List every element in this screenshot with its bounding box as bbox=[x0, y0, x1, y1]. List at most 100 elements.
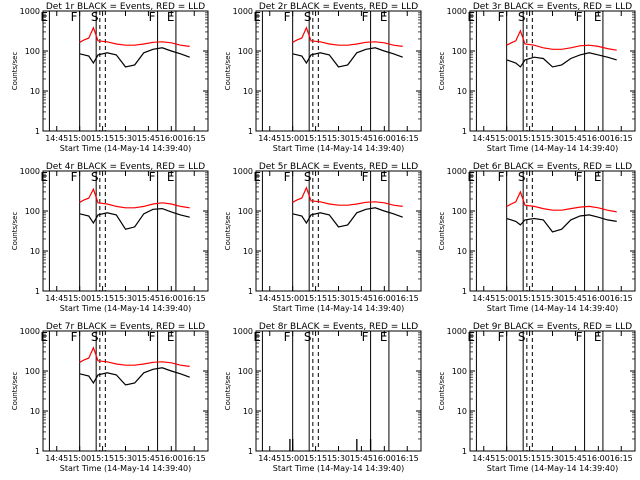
marker-label: F bbox=[498, 10, 505, 24]
y-tick-label: 10 bbox=[457, 247, 467, 256]
x-tick-label: 14:45 bbox=[258, 134, 281, 143]
x-axis-label: Start Time (14-May-14 14:39:40) bbox=[487, 464, 618, 473]
y-axis-label: Counts/sec bbox=[11, 212, 19, 251]
series-lld-line bbox=[506, 190, 617, 213]
plot-frame bbox=[255, 330, 422, 452]
x-tick-label: 14:45 bbox=[45, 294, 68, 303]
x-tick-label: 15:45 bbox=[137, 134, 160, 143]
marker-label: F bbox=[71, 10, 78, 24]
plot-frame bbox=[469, 330, 636, 452]
x-tick-label: 15:15 bbox=[304, 294, 327, 303]
x-tick-label: 14:45 bbox=[472, 454, 495, 463]
marker-label: E bbox=[380, 330, 388, 344]
y-tick-label: 100 bbox=[238, 207, 253, 216]
x-tick-label: 16:15 bbox=[610, 134, 633, 143]
marker-label: F bbox=[149, 170, 156, 184]
x-tick-label: 16:00 bbox=[160, 134, 183, 143]
panel-det-4: Det 4r BLACK = Events, RED = LLD 1 10 100 10… bbox=[11, 162, 209, 313]
x-tick-label: 16:15 bbox=[396, 454, 419, 463]
x-tick-label: 15:00 bbox=[281, 294, 304, 303]
marker-label: E bbox=[167, 330, 175, 344]
marker-label: E bbox=[594, 330, 602, 344]
marker-label: E bbox=[253, 10, 261, 24]
panel-title: Det 4r BLACK = Events, RED = LLD bbox=[46, 162, 205, 172]
x-tick-label: 15:45 bbox=[350, 134, 373, 143]
x-tick-label: 16:15 bbox=[396, 294, 419, 303]
y-tick-label: 1000 bbox=[447, 327, 467, 336]
marker-label: S bbox=[91, 10, 99, 24]
marker-label: E bbox=[380, 170, 388, 184]
x-tick-label: 15:15 bbox=[91, 294, 114, 303]
x-tick-label: 15:45 bbox=[137, 454, 160, 463]
x-tick-label: 15:30 bbox=[327, 294, 350, 303]
y-tick-label: 1000 bbox=[20, 167, 40, 176]
x-tick-label: 16:15 bbox=[610, 454, 633, 463]
x-tick-label: 15:45 bbox=[564, 294, 587, 303]
series-events-line bbox=[292, 47, 403, 68]
y-tick-label: 1000 bbox=[447, 7, 467, 16]
y-tick-label: 100 bbox=[452, 367, 467, 376]
x-tick-label: 15:15 bbox=[91, 134, 114, 143]
panel-title: Det 5r BLACK = Events, RED = LLD bbox=[259, 162, 418, 172]
x-tick-label: 14:45 bbox=[472, 134, 495, 143]
y-tick-label: 1 bbox=[248, 127, 253, 136]
x-tick-label: 15:30 bbox=[327, 134, 350, 143]
panel-title: Det 8r BLACK = Events, RED = LLD bbox=[259, 322, 418, 332]
x-tick-label: 16:15 bbox=[610, 294, 633, 303]
series-lld-line bbox=[79, 26, 190, 47]
plot-frame bbox=[255, 10, 422, 132]
y-tick-label: 10 bbox=[30, 87, 40, 96]
x-tick-label: 16:00 bbox=[587, 134, 610, 143]
marker-label: F bbox=[149, 330, 156, 344]
y-tick-label: 1 bbox=[35, 127, 40, 136]
y-tick-label: 10 bbox=[30, 407, 40, 416]
y-tick-label: 1000 bbox=[447, 167, 467, 176]
y-tick-label: 100 bbox=[452, 207, 467, 216]
marker-label: S bbox=[91, 330, 99, 344]
x-tick-label: 15:30 bbox=[541, 454, 564, 463]
y-axis-label: Counts/sec bbox=[438, 52, 446, 91]
marker-label: E bbox=[253, 330, 261, 344]
x-axis-label: Start Time (14-May-14 14:39:40) bbox=[487, 304, 618, 313]
y-tick-label: 100 bbox=[25, 47, 40, 56]
marker-label: F bbox=[362, 10, 369, 24]
y-tick-label: 10 bbox=[457, 87, 467, 96]
marker-label: S bbox=[304, 330, 312, 344]
marker-label: E bbox=[167, 10, 175, 24]
y-tick-label: 1000 bbox=[233, 327, 253, 336]
y-tick-label: 1000 bbox=[20, 7, 40, 16]
series-events-line bbox=[292, 207, 403, 228]
y-tick-label: 100 bbox=[238, 367, 253, 376]
x-tick-label: 15:00 bbox=[281, 454, 304, 463]
y-axis-label: Counts/sec bbox=[224, 372, 232, 411]
marker-label: E bbox=[40, 170, 48, 184]
marker-label: F bbox=[362, 330, 369, 344]
panel-title: Det 2r BLACK = Events, RED = LLD bbox=[259, 2, 418, 12]
y-tick-label: 1 bbox=[35, 447, 40, 456]
x-tick-label: 14:45 bbox=[45, 134, 68, 143]
x-axis-label: Start Time (14-May-14 14:39:40) bbox=[60, 304, 191, 313]
series-events-line bbox=[79, 207, 190, 230]
panel-det-5: Det 5r BLACK = Events, RED = LLD 1 10 100 10… bbox=[224, 162, 422, 313]
y-tick-label: 1 bbox=[462, 287, 467, 296]
x-tick-label: 15:45 bbox=[137, 294, 160, 303]
marker-label: F bbox=[284, 10, 291, 24]
y-tick-label: 1000 bbox=[233, 7, 253, 16]
y-axis-label: Counts/sec bbox=[438, 212, 446, 251]
y-tick-label: 10 bbox=[30, 247, 40, 256]
marker-label: E bbox=[594, 10, 602, 24]
x-tick-label: 14:45 bbox=[45, 454, 68, 463]
y-axis-label: Counts/sec bbox=[11, 372, 19, 411]
y-axis-label: Counts/sec bbox=[224, 52, 232, 91]
x-tick-label: 15:30 bbox=[541, 294, 564, 303]
plot-frame bbox=[42, 10, 209, 132]
x-axis-label: Start Time (14-May-14 14:39:40) bbox=[60, 144, 191, 153]
marker-label: E bbox=[253, 170, 261, 184]
x-tick-label: 15:00 bbox=[68, 454, 91, 463]
marker-label: F bbox=[498, 330, 505, 344]
series-events-line bbox=[506, 214, 617, 233]
series-lld-line bbox=[292, 26, 403, 47]
x-tick-label: 16:00 bbox=[373, 454, 396, 463]
marker-label: S bbox=[518, 170, 526, 184]
x-axis-label: Start Time (14-May-14 14:39:40) bbox=[273, 304, 404, 313]
